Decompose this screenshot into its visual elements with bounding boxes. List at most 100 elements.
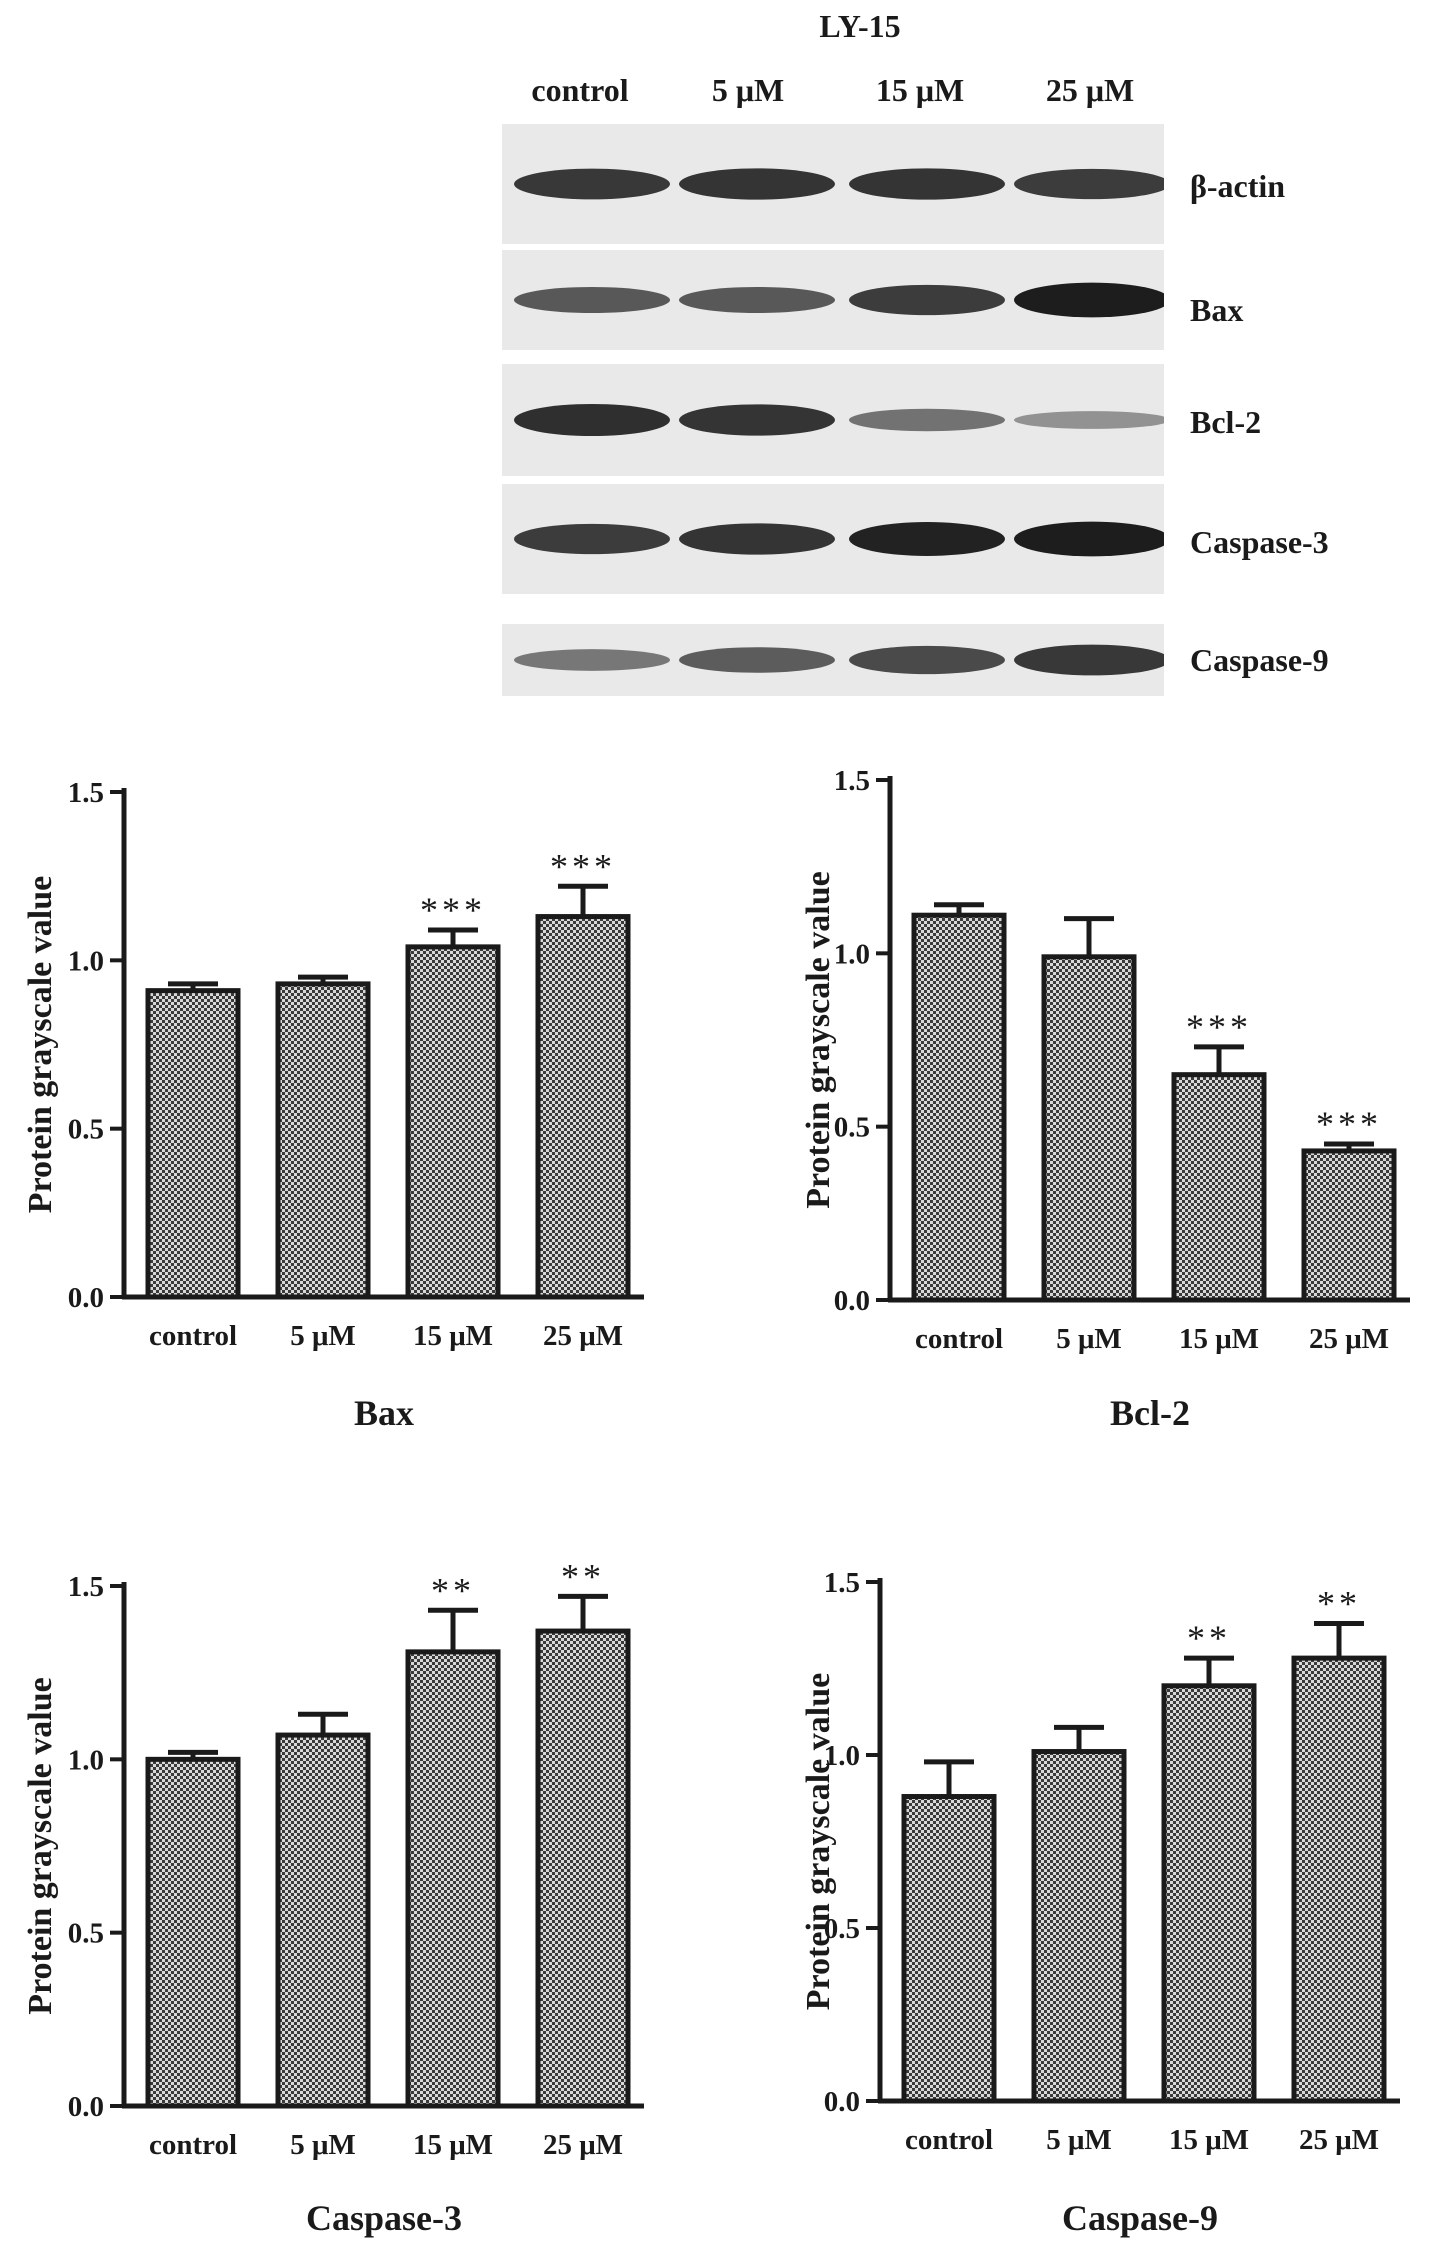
y-tick-label: 1.0 [68,1744,104,1776]
bar [535,1628,631,2109]
blot-treatment-label: LY-15 [819,8,901,44]
y-tick-label: 0.0 [834,1285,870,1317]
chart-title: Caspase-9 [1062,2198,1218,2238]
y-tick-label: 0.0 [824,2086,860,2118]
blot-strip-caspase-9 [502,624,1164,696]
blot-band [1014,644,1164,676]
blot-band [679,647,835,673]
x-tick-label: 25 μM [1309,1323,1389,1355]
x-tick-label: control [905,2124,993,2156]
blot-band [514,403,670,437]
x-tick-label: 25 μM [543,1320,623,1352]
bar [911,912,1007,1303]
significance-marker: ** [561,1556,605,1596]
significance-marker: ** [1317,1584,1361,1624]
blot-strip-bax [502,250,1164,350]
y-tick-label: 0.0 [68,2091,104,2123]
bar [405,944,501,1300]
chart-bax: 0.0 0.5 1.0 1.5 Protein grayscale value contr… [22,777,644,1433]
y-tick-label: 1.0 [68,945,104,977]
y-tick-label: 1.5 [824,1567,860,1599]
blot-band [679,523,835,555]
significance-marker: ** [1187,1618,1231,1658]
blot-band [849,284,1005,316]
significance-marker: ** [431,1570,475,1610]
x-tick-label: 5 μM [1046,2124,1112,2156]
bar [535,914,631,1300]
chart-title: Bcl-2 [1110,1393,1190,1433]
blot-lane-label: 5 μM [711,72,785,108]
blot-band [849,645,1005,675]
blot-band [1014,168,1164,200]
blot-band [679,286,835,314]
chart-caspase-9: 0.0 0.5 1.0 1.5 Protein grayscale value contr… [800,1567,1400,2238]
bar [1291,1655,1387,2104]
blot-strip-caspase-3 [502,484,1164,594]
bar [275,1732,371,2109]
blot-protein-label: Caspase-9 [1190,642,1329,678]
bar [145,1756,241,2109]
y-tick-label: 1.5 [68,777,104,809]
x-tick-label: control [149,2129,237,2161]
blot-lane-label: 15 μM [875,72,965,108]
blot-lane-label: control [531,72,629,108]
blot-band [514,523,670,555]
bar [1161,1683,1257,2104]
significance-marker: *** [550,846,616,886]
blot-protein-label: Caspase-3 [1190,524,1329,560]
y-axis-label: Protein grayscale value [22,1677,59,2014]
x-tick-label: 15 μM [1169,2124,1249,2156]
blot-band [514,286,670,314]
x-tick-label: 15 μM [413,1320,493,1352]
chart-bcl2: 0.0 0.5 1.0 1.5 Protein grayscale value contr… [800,765,1410,1433]
chart-title: Bax [354,1393,414,1433]
y-tick-label: 0.5 [824,1913,860,1945]
chart-title: Caspase-3 [306,2198,462,2238]
y-tick-label: 1.5 [68,1571,104,1603]
bar [1171,1072,1267,1303]
x-tick-label: control [149,1320,237,1352]
y-axis-label: Protein grayscale value [800,1673,837,2010]
blot-bands [502,624,1164,696]
blot-lane-label: 25 μM [1045,72,1135,108]
bar [901,1794,997,2104]
blot-band [514,649,670,671]
blot-band [1014,282,1164,318]
blot-bands [502,250,1164,350]
bar [275,981,371,1300]
bar [405,1649,501,2109]
y-tick-label: 1.0 [834,938,870,970]
x-tick-label: 5 μM [290,2129,356,2161]
blot-protein-label: β-actin [1190,168,1286,204]
y-axis-label: Protein grayscale value [800,871,837,1208]
y-tick-label: 1.5 [834,765,870,797]
x-tick-label: 5 μM [1056,1323,1122,1355]
blot-band [849,168,1005,200]
blot-strip-beta-actin [502,124,1164,244]
x-tick-label: 5 μM [290,1320,356,1352]
blot-protein-label: Bax [1190,292,1244,328]
significance-marker: *** [1316,1104,1382,1144]
blot-strip-bcl2 [502,364,1164,476]
blot-bands [502,484,1164,594]
x-tick-label: 25 μM [543,2129,623,2161]
y-tick-label: 0.5 [834,1112,870,1144]
bar [1031,1749,1127,2104]
chart-caspase-3: 0.0 0.5 1.0 1.5 Protein grayscale value contr… [22,1556,644,2238]
blot-bands [502,124,1164,244]
y-axis-label: Protein grayscale value [22,876,59,1213]
bar [1041,954,1137,1303]
blot-protein-label: Bcl-2 [1190,404,1262,440]
significance-marker: *** [1186,1007,1252,1047]
y-tick-label: 0.5 [68,1918,104,1950]
y-tick-label: 0.5 [68,1114,104,1146]
blot-band [1014,411,1164,429]
x-tick-label: 15 μM [1179,1323,1259,1355]
blot-band [849,408,1005,432]
blot-band [514,168,670,200]
blot-bands [502,364,1164,476]
y-tick-label: 0.0 [68,1282,104,1314]
x-tick-label: control [915,1323,1003,1355]
blot-band [849,522,1005,556]
bar [145,988,241,1300]
